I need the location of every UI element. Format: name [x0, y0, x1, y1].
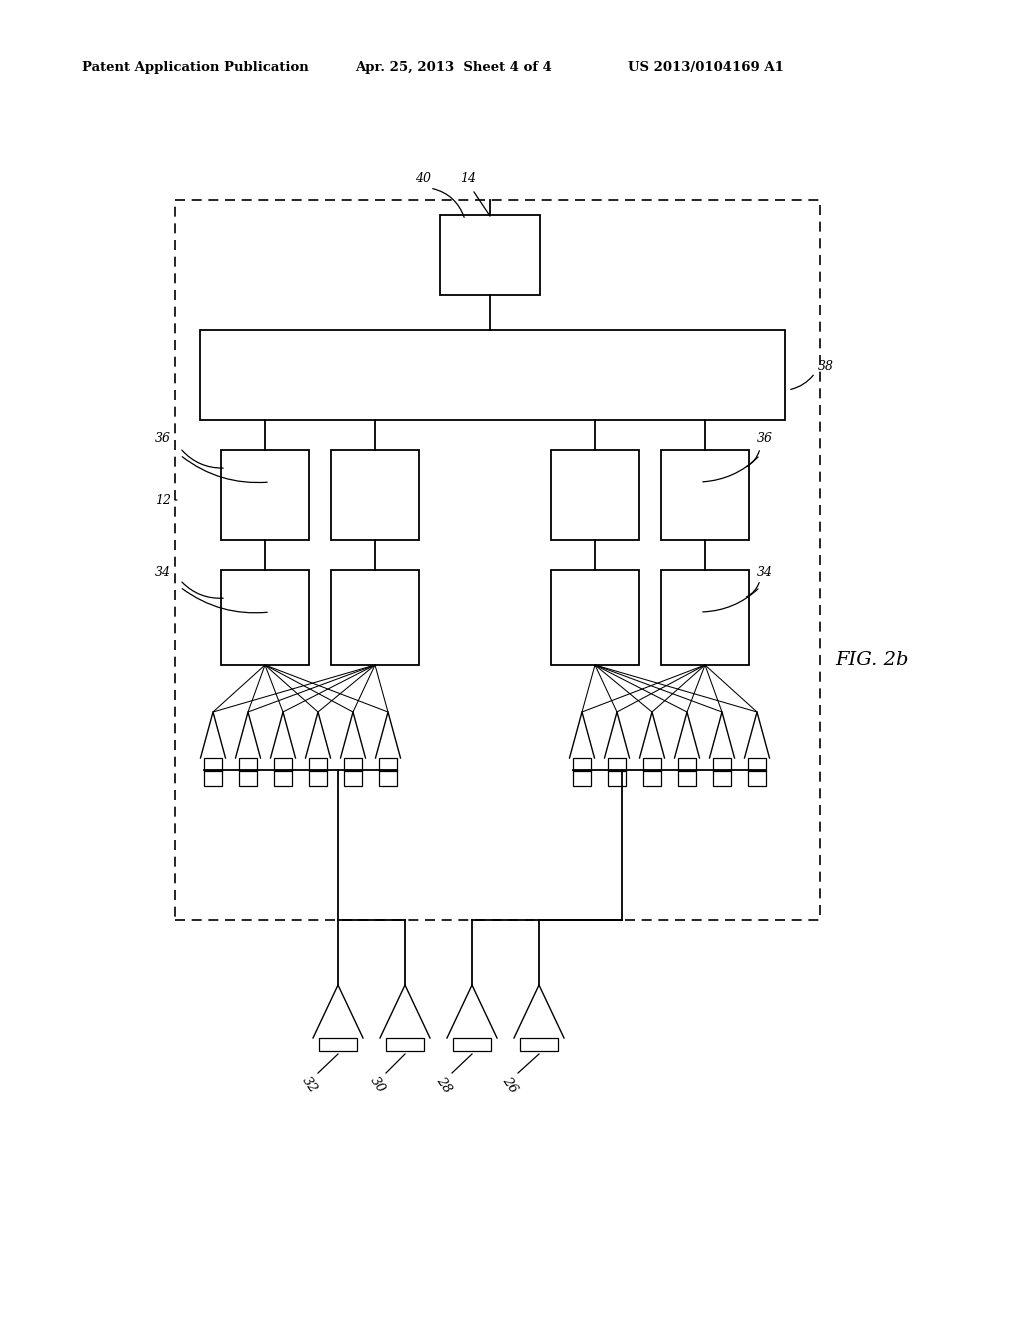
Bar: [331, 570, 419, 665]
Bar: [551, 450, 639, 540]
Bar: [713, 758, 731, 771]
Text: 34: 34: [155, 565, 171, 578]
Bar: [175, 201, 820, 920]
Bar: [608, 770, 626, 785]
Bar: [520, 1038, 558, 1051]
Text: 38: 38: [818, 359, 834, 372]
Bar: [454, 1038, 490, 1051]
Text: US 2013/0104169 A1: US 2013/0104169 A1: [628, 62, 784, 74]
Bar: [607, 758, 627, 771]
Text: 26: 26: [500, 1074, 520, 1096]
Bar: [309, 770, 327, 785]
Bar: [440, 215, 540, 294]
Bar: [204, 770, 222, 785]
Bar: [643, 770, 662, 785]
Text: 12: 12: [155, 494, 171, 507]
Text: 34: 34: [757, 565, 773, 578]
Bar: [662, 450, 749, 540]
Bar: [308, 758, 328, 771]
Bar: [678, 770, 696, 785]
Text: Patent Application Publication: Patent Application Publication: [82, 62, 309, 74]
Bar: [204, 758, 222, 771]
Bar: [221, 570, 309, 665]
Text: Apr. 25, 2013  Sheet 4 of 4: Apr. 25, 2013 Sheet 4 of 4: [355, 62, 552, 74]
Text: 14: 14: [460, 172, 476, 185]
Bar: [274, 770, 292, 785]
Bar: [643, 758, 662, 771]
Text: 36: 36: [155, 432, 171, 445]
Text: 40: 40: [415, 172, 431, 185]
Bar: [319, 1038, 356, 1051]
Bar: [678, 758, 696, 771]
Bar: [200, 330, 785, 420]
Bar: [379, 770, 397, 785]
Text: 28: 28: [434, 1074, 454, 1096]
Bar: [344, 758, 362, 771]
Bar: [331, 450, 419, 540]
Bar: [662, 570, 749, 665]
Bar: [748, 758, 766, 771]
Bar: [573, 770, 591, 785]
Text: FIG. 2b: FIG. 2b: [835, 651, 908, 669]
Text: 30: 30: [368, 1074, 388, 1096]
Bar: [713, 770, 731, 785]
Bar: [551, 570, 639, 665]
Bar: [239, 758, 257, 771]
Bar: [572, 758, 592, 771]
Bar: [273, 758, 293, 771]
Bar: [748, 770, 766, 785]
Bar: [344, 770, 362, 785]
Text: 32: 32: [300, 1074, 321, 1096]
Bar: [386, 1038, 424, 1051]
Bar: [221, 450, 309, 540]
Text: 36: 36: [757, 432, 773, 445]
Bar: [239, 770, 257, 785]
Bar: [379, 758, 397, 771]
